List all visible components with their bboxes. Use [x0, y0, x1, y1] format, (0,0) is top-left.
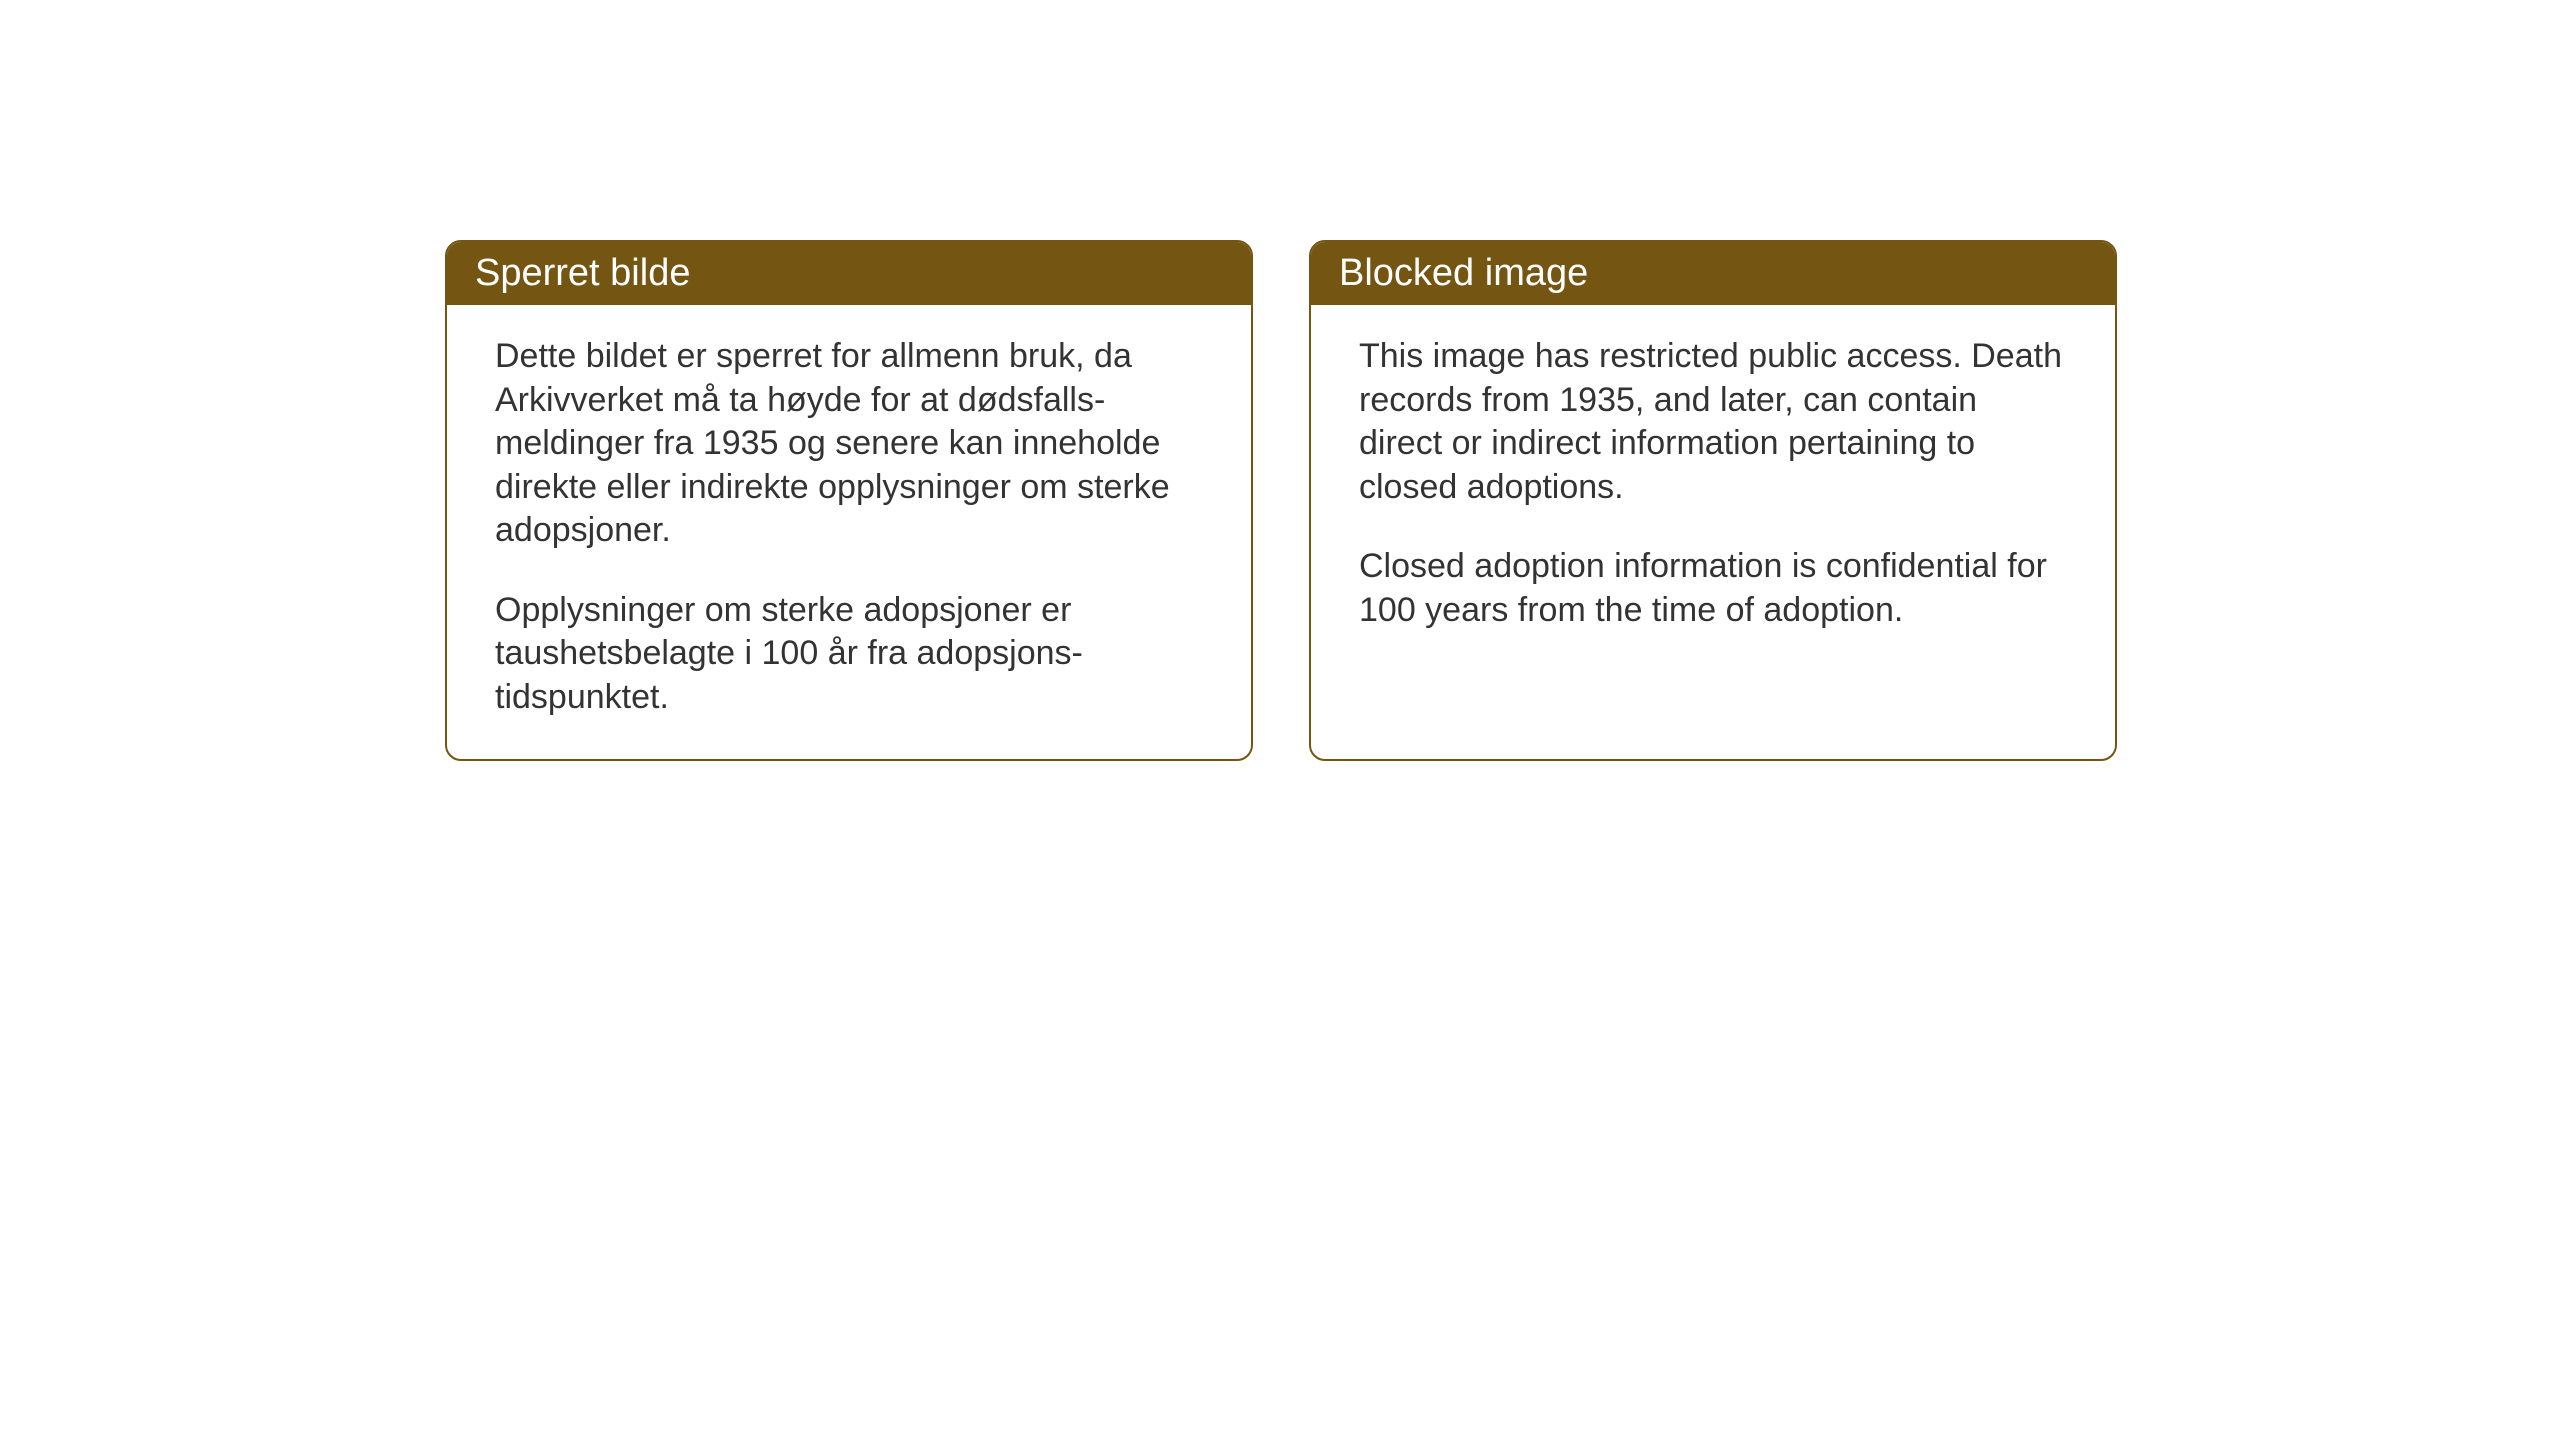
- notice-title-english: Blocked image: [1339, 252, 1588, 294]
- notice-box-english: Blocked image This image has restricted …: [1309, 240, 2117, 761]
- notice-paragraph2-norwegian: Opplysninger om sterke adopsjoner er tau…: [495, 589, 1203, 720]
- notice-body-norwegian: Dette bildet er sperret for allmenn bruk…: [447, 305, 1251, 759]
- notice-container: Sperret bilde Dette bildet er sperret fo…: [445, 240, 2117, 761]
- notice-paragraph1-norwegian: Dette bildet er sperret for allmenn bruk…: [495, 335, 1203, 553]
- notice-paragraph2-english: Closed adoption information is confident…: [1359, 545, 2067, 632]
- notice-header-english: Blocked image: [1311, 242, 2115, 305]
- notice-body-english: This image has restricted public access.…: [1311, 305, 2115, 672]
- notice-title-norwegian: Sperret bilde: [475, 252, 690, 294]
- notice-paragraph1-english: This image has restricted public access.…: [1359, 335, 2067, 509]
- notice-header-norwegian: Sperret bilde: [447, 242, 1251, 305]
- notice-box-norwegian: Sperret bilde Dette bildet er sperret fo…: [445, 240, 1253, 761]
